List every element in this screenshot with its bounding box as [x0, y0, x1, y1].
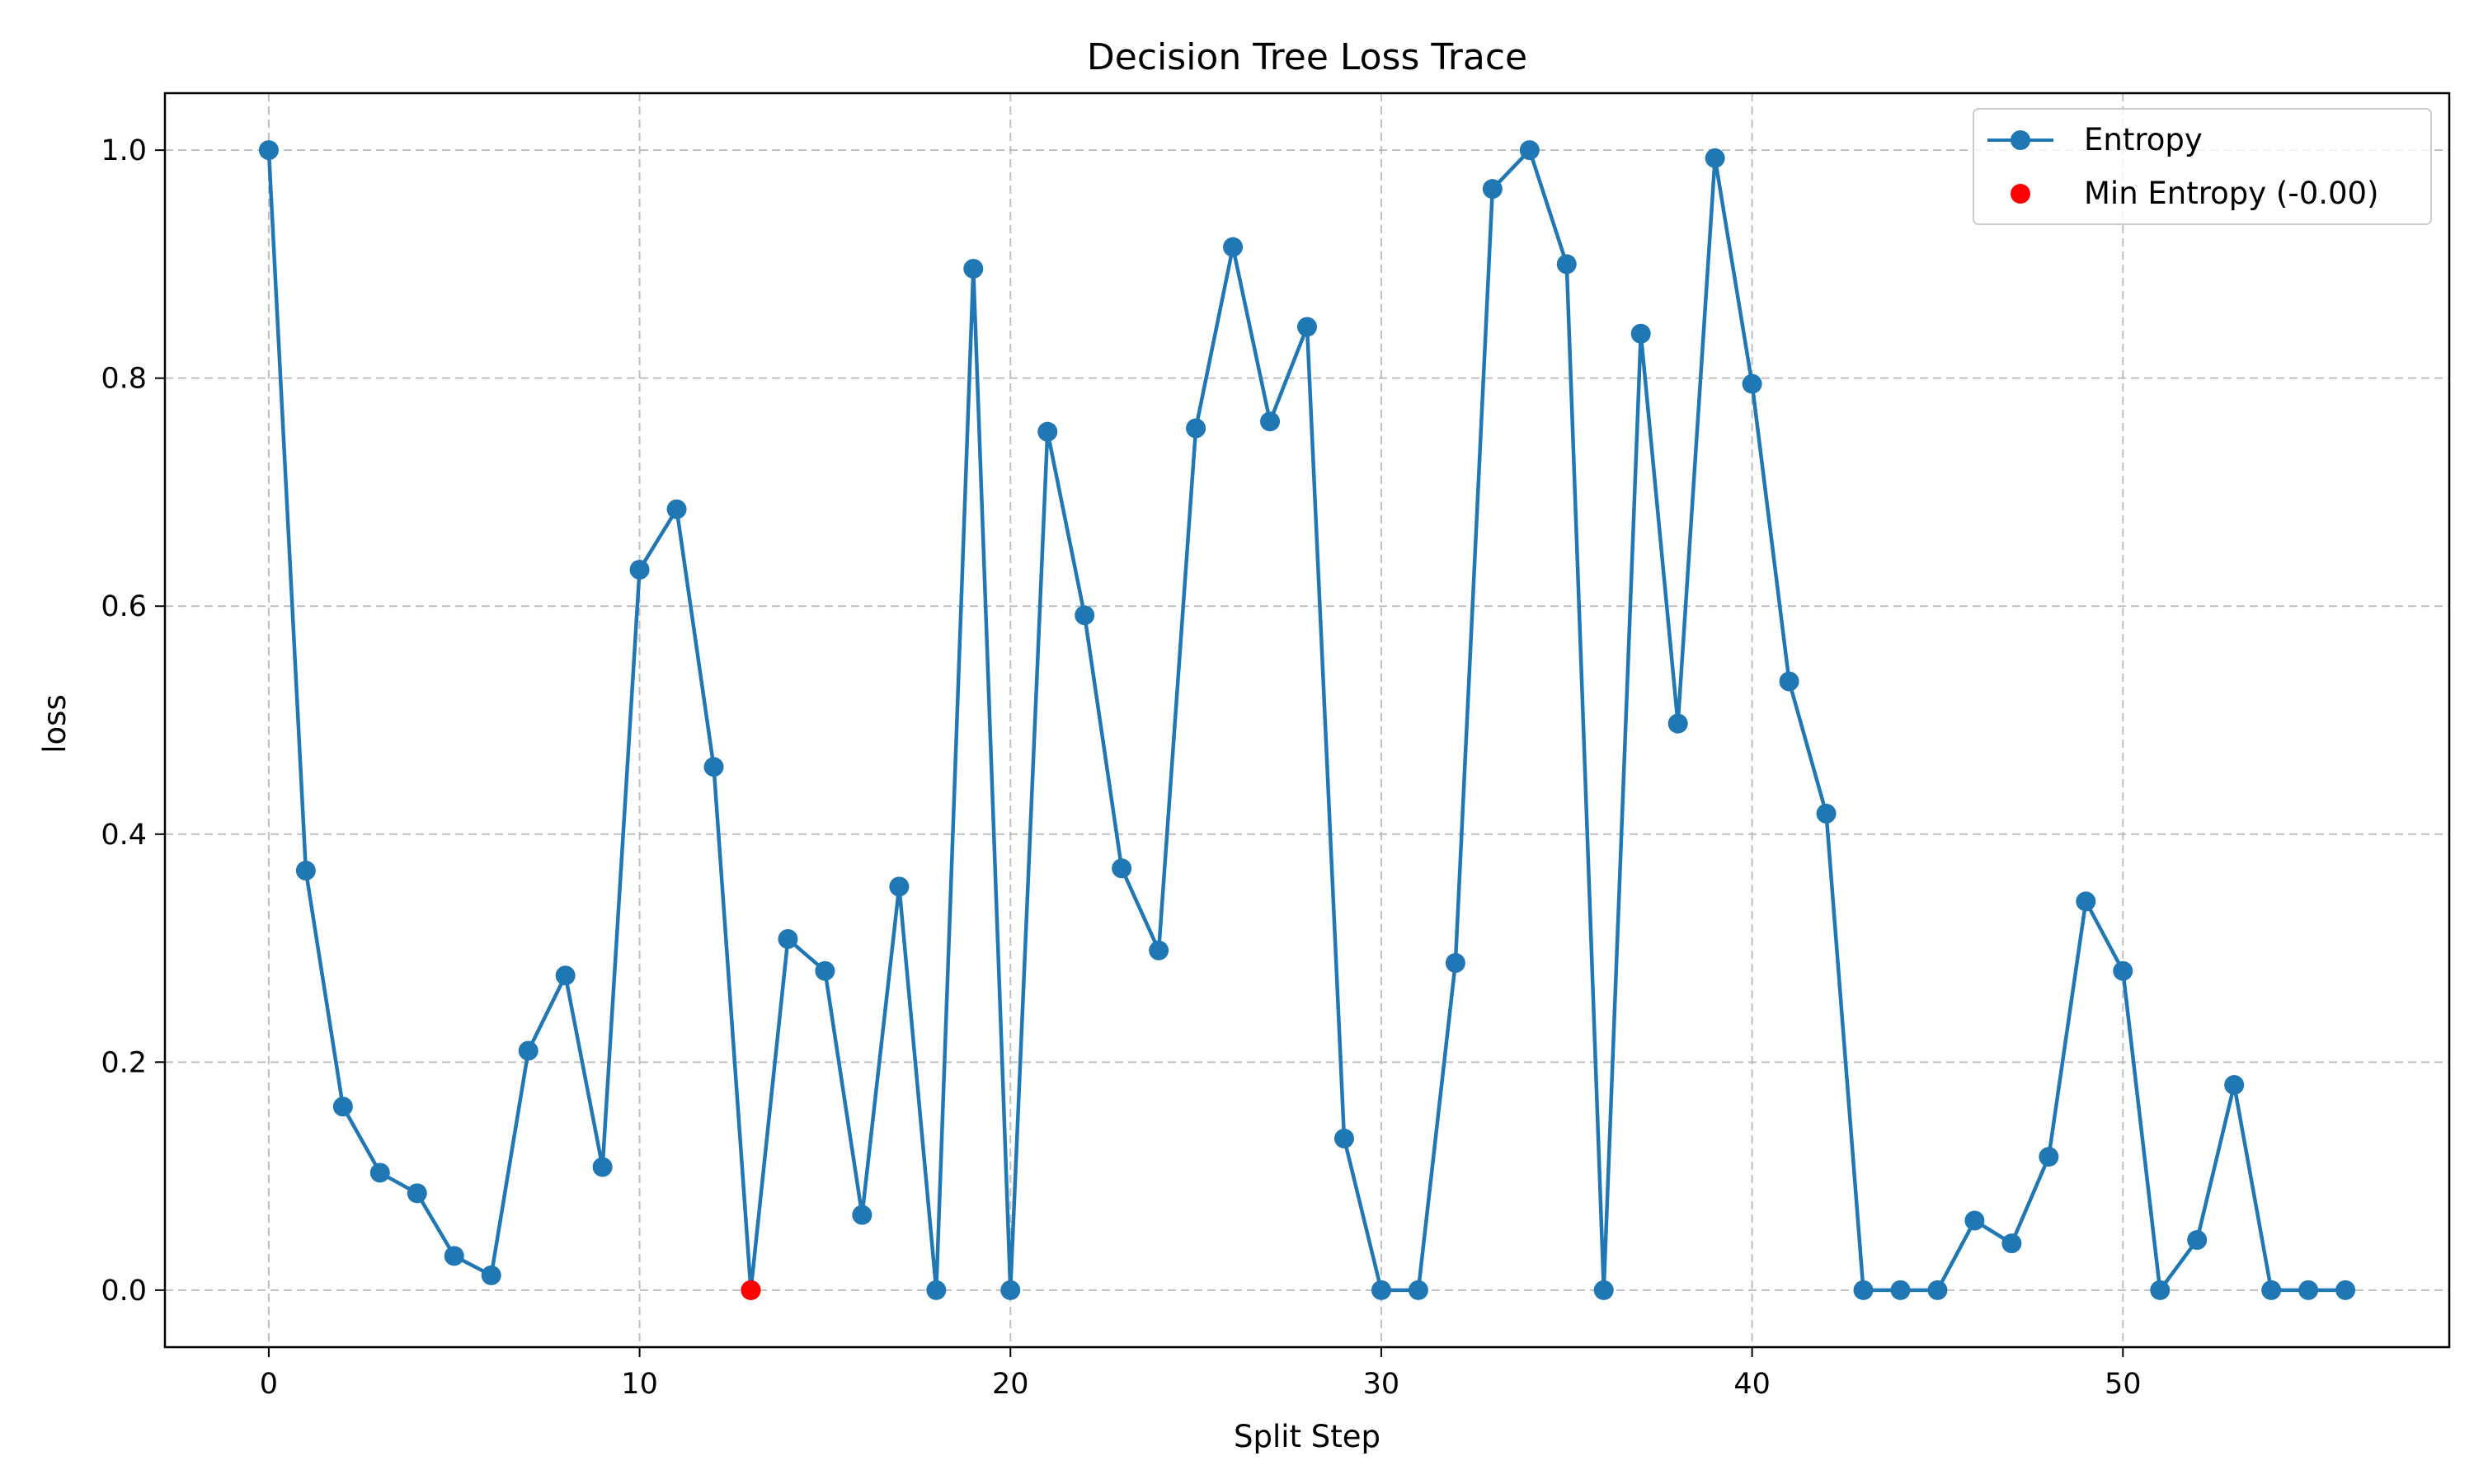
entropy-data-point: [2039, 1147, 2059, 1167]
entropy-data-point: [926, 1280, 947, 1300]
entropy-data-point: [1371, 1280, 1391, 1300]
entropy-data-point: [332, 1097, 353, 1117]
entropy-data-point: [2001, 1233, 2022, 1254]
entropy-data-point: [1149, 940, 1169, 960]
grid-lines: [165, 93, 2449, 1347]
x-tick-label: 30: [1363, 1368, 1400, 1401]
x-tick-label: 10: [621, 1368, 658, 1401]
entropy-data-point: [1186, 418, 1206, 439]
entropy-data-point: [2113, 960, 2133, 981]
entropy-data-point: [1593, 1280, 1614, 1300]
entropy-data-point: [555, 965, 576, 986]
entropy-data-point: [666, 499, 687, 519]
entropy-data-point: [369, 1162, 390, 1183]
entropy-data-point: [1890, 1280, 1911, 1300]
entropy-data-point: [1037, 421, 1058, 442]
entropy-data-point: [444, 1246, 464, 1266]
entropy-data-point: [2298, 1280, 2319, 1300]
entropy-data-point: [1333, 1128, 1354, 1148]
legend-min-marker: [2011, 184, 2030, 204]
entropy-data-point: [1556, 254, 1577, 275]
entropy-data-point: [295, 861, 316, 881]
x-tick-label: 40: [1733, 1368, 1771, 1401]
entropy-data-point: [778, 928, 798, 949]
entropy-data-point: [1260, 411, 1281, 432]
legend-entropy-label: Entropy: [2084, 122, 2203, 157]
entropy-data-point: [2187, 1230, 2208, 1251]
x-axis-label: Split Step: [1234, 1419, 1380, 1454]
entropy-data-point: [889, 876, 910, 897]
entropy-data-point: [1223, 237, 1244, 257]
y-tick-label: 0.6: [101, 590, 147, 623]
entropy-data-point: [407, 1183, 427, 1204]
entropy-data-point: [1112, 858, 1132, 879]
entropy-data-point: [2224, 1074, 2245, 1095]
entropy-data-point: [629, 559, 650, 580]
x-tick-label: 0: [260, 1368, 278, 1401]
entropy-data-point: [1519, 140, 1540, 161]
entropy-data-point: [1297, 317, 1317, 337]
legend: Entropy Min Entropy (-0.00): [1973, 108, 2432, 225]
entropy-data-point: [963, 258, 984, 279]
entropy-data-point: [1408, 1280, 1428, 1300]
y-tick-label: 0.4: [101, 819, 147, 852]
entropy-data-point: [1779, 671, 1799, 692]
entropy-data-point: [1853, 1280, 1874, 1300]
entropy-data-point: [1482, 179, 1503, 200]
entropy-data-point: [1742, 373, 1762, 394]
entropy-data-point: [1816, 803, 1837, 824]
entropy-data-point: [703, 757, 724, 777]
entropy-data-point: [1927, 1280, 1948, 1300]
entropy-data-point: [1445, 953, 1465, 974]
x-tick-label: 20: [992, 1368, 1029, 1401]
series-layer: [258, 140, 2356, 1300]
entropy-data-point: [2150, 1280, 2171, 1300]
entropy-data-point: [2076, 891, 2096, 912]
entropy-data-point: [481, 1265, 501, 1285]
entropy-data-point: [1964, 1210, 1985, 1231]
y-tick-label: 0.2: [101, 1046, 147, 1079]
x-tick-label: 50: [2105, 1368, 2142, 1401]
entropy-data-point: [1075, 605, 1095, 626]
entropy-data-point: [518, 1040, 539, 1061]
entropy-data-point: [258, 140, 279, 161]
entropy-data-point: [1630, 323, 1651, 344]
entropy-data-point: [852, 1205, 872, 1225]
entropy-data-point: [1705, 148, 1725, 168]
entropy-data-point: [1667, 713, 1688, 734]
legend-min-label: Min Entropy (-0.00): [2084, 176, 2379, 211]
entropy-data-point: [2261, 1280, 2282, 1300]
legend-box: [1973, 108, 2432, 225]
axis-ticks: 0 10 20 30 40 50 0.0 0.2 0.4 0.6 0.8 1.0: [101, 134, 2141, 1401]
entropy-data-point: [2335, 1280, 2356, 1300]
entropy-data-point: [815, 960, 835, 981]
plot-frame: [163, 92, 2451, 1349]
entropy-data-point: [592, 1157, 613, 1177]
entropy-data-point: [1000, 1280, 1021, 1300]
y-tick-label: 0.8: [101, 363, 147, 396]
chart-title: Decision Tree Loss Trace: [1087, 36, 1527, 78]
min-entropy-point: [741, 1280, 761, 1300]
legend-entropy-marker: [2011, 130, 2030, 150]
y-tick-label: 0.0: [101, 1275, 147, 1308]
y-axis-label: loss: [37, 694, 73, 753]
y-tick-label: 1.0: [101, 134, 147, 167]
